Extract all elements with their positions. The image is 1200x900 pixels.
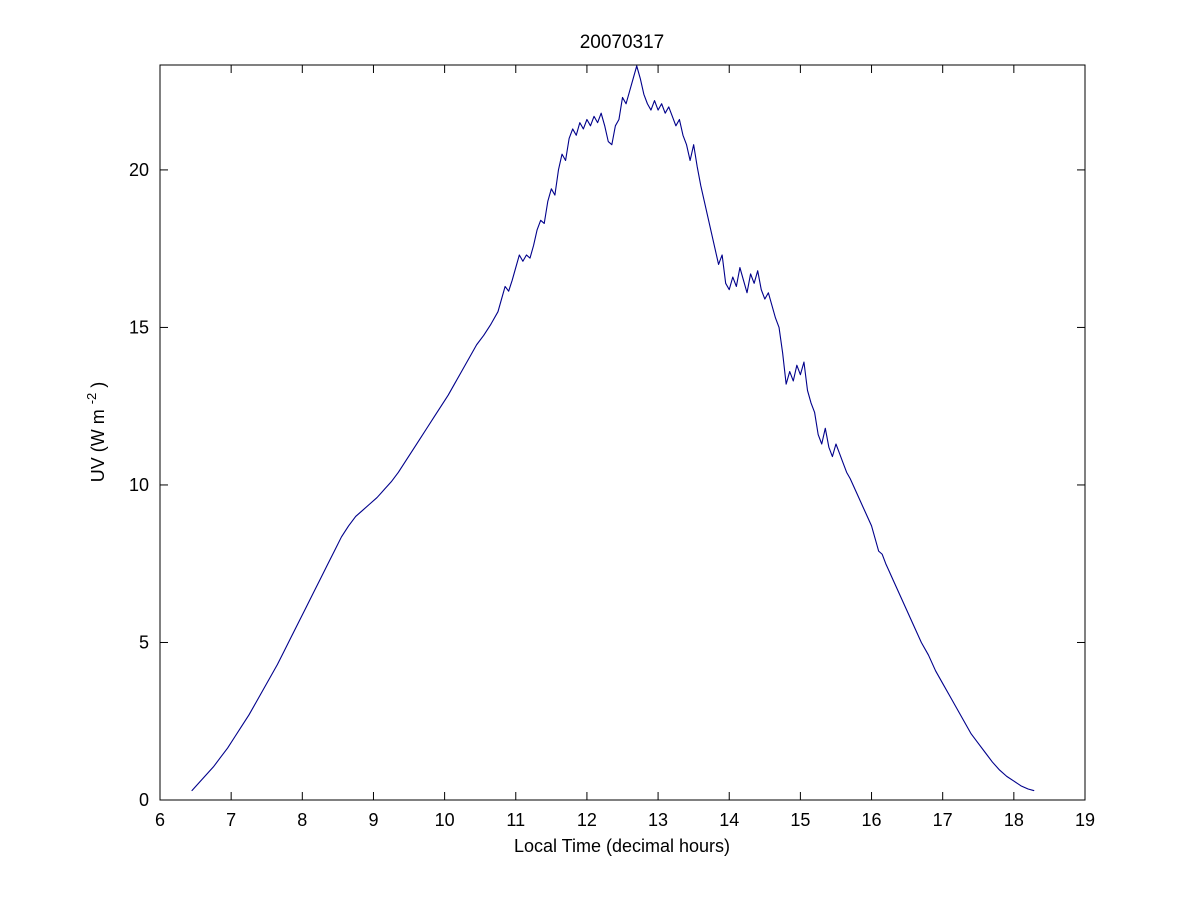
x-tick-label: 6 bbox=[155, 810, 165, 830]
x-tick-label: 19 bbox=[1075, 810, 1095, 830]
axis-tick-label-layer: 6 7 8 9 10 11 12 13 14 15 16 17 18 19 0 5 10 15 20 bbox=[129, 160, 1095, 830]
y-tick-label: 15 bbox=[129, 317, 149, 337]
x-tick-label: 17 bbox=[933, 810, 953, 830]
y-axis-label-suffix: ) bbox=[88, 382, 108, 388]
x-tick-label: 9 bbox=[368, 810, 378, 830]
y-axis-label: UV (W m -2 ) bbox=[80, 382, 108, 483]
chart-title: 20070317 bbox=[580, 32, 665, 53]
x-tick-label: 15 bbox=[790, 810, 810, 830]
x-tick-label: 16 bbox=[862, 810, 882, 830]
x-tick-label: 8 bbox=[297, 810, 307, 830]
x-tick-label: 11 bbox=[506, 810, 525, 830]
axis-box bbox=[159, 64, 1086, 801]
x-tick-label: 18 bbox=[1004, 810, 1024, 830]
data-series-layer bbox=[191, 65, 1035, 792]
y-tick-label: 20 bbox=[129, 160, 149, 180]
y-tick-label: 5 bbox=[139, 632, 149, 652]
y-tick-label: 10 bbox=[129, 475, 149, 495]
x-axis-label: Local Time (decimal hours) bbox=[514, 836, 730, 856]
x-tick-label: 7 bbox=[226, 810, 236, 830]
x-tick-label: 10 bbox=[435, 810, 455, 830]
uv-data-line bbox=[191, 65, 1035, 792]
y-axis-label-superscript: -2 bbox=[84, 393, 99, 405]
y-axis-label-prefix: UV (W m bbox=[88, 409, 108, 482]
axis-tick-layer bbox=[159, 65, 1086, 801]
x-tick-label: 12 bbox=[577, 810, 597, 830]
y-tick-label: 0 bbox=[139, 790, 149, 810]
x-tick-label: 14 bbox=[719, 810, 739, 830]
x-tick-label: 13 bbox=[648, 810, 668, 830]
